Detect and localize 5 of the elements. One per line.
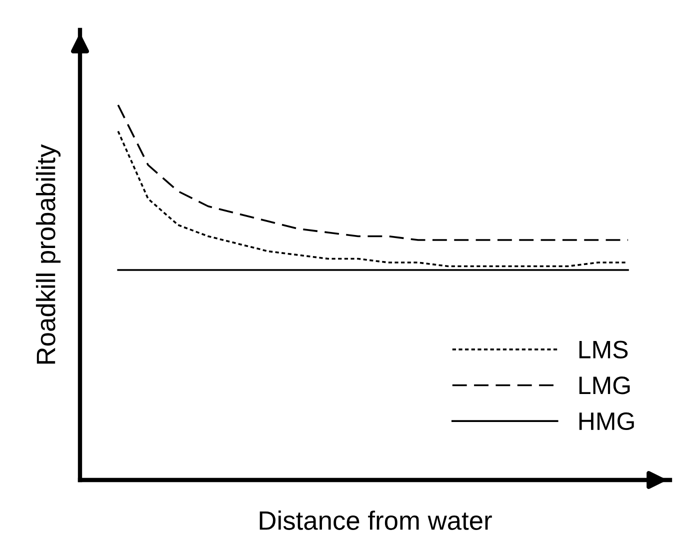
y-axis-title: Roadkill probability [36,144,61,364]
legend-label: LMS [579,340,628,358]
legend-label: HMG [579,412,634,430]
x-axis-title: Distance from water [260,510,492,530]
legend-label: LMG [579,376,630,394]
